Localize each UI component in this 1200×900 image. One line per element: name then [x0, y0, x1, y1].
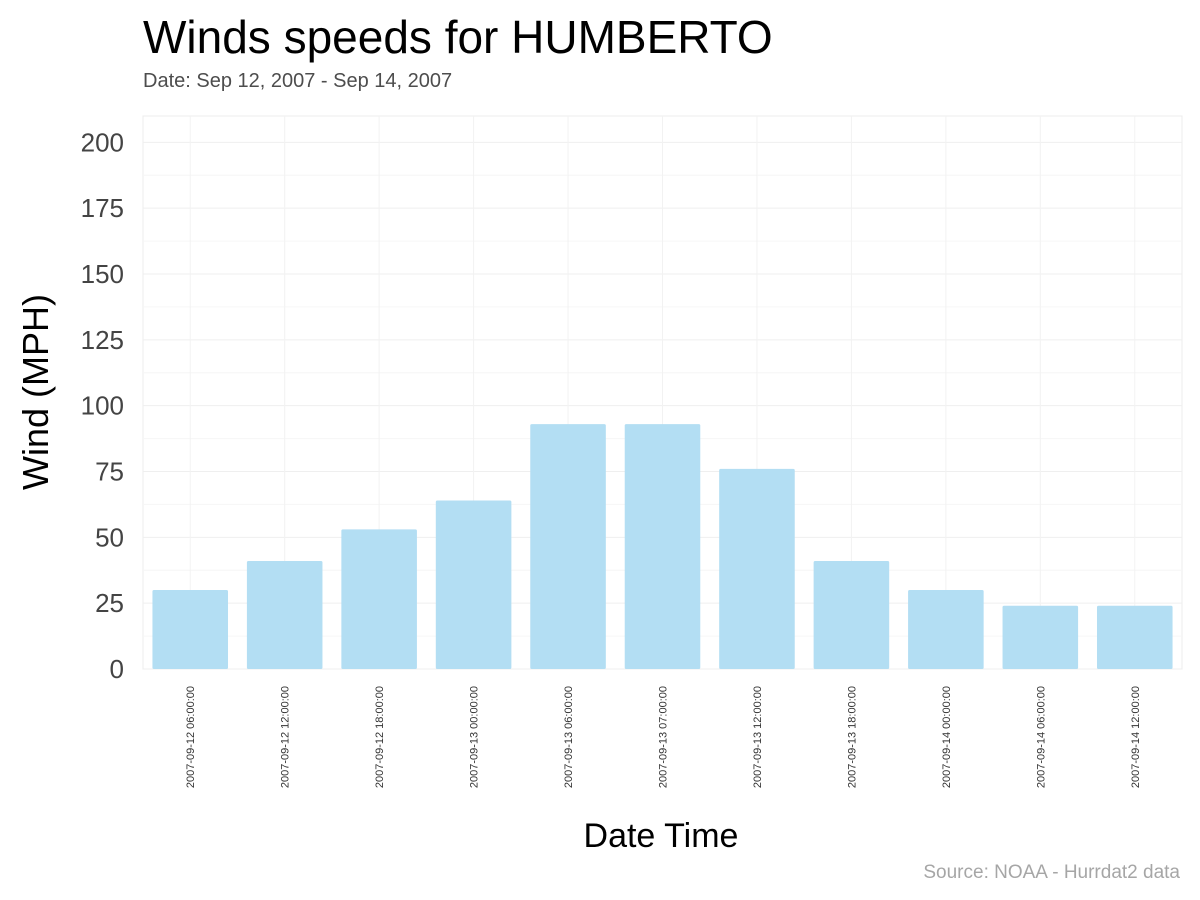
bar [813, 561, 890, 669]
x-tick-label: 2007-09-13 00:00:00 [469, 686, 481, 788]
bar [246, 561, 323, 669]
x-tick-label: 2007-09-13 18:00:00 [846, 686, 858, 788]
bar [152, 590, 229, 669]
bar [908, 590, 984, 669]
y-tick-label: 175 [81, 193, 124, 223]
y-tick-label: 0 [110, 654, 124, 684]
x-tick-labels: 2007-09-12 06:00:00 2007-09-12 12:00:00 20… [185, 686, 1142, 788]
bar [435, 500, 512, 669]
y-axis-label: Wind (MPH) [15, 294, 56, 490]
y-tick-label: 25 [95, 588, 124, 618]
chart-subtitle: Date: Sep 12, 2007 - Sep 14, 2007 [143, 70, 453, 92]
x-tick-label: 2007-09-14 12:00:00 [1130, 686, 1142, 788]
bar [719, 468, 795, 669]
x-tick-label: 2007-09-14 06:00:00 [1035, 686, 1047, 788]
source-caption: Source: NOAA - Hurrdat2 data [923, 862, 1180, 883]
x-axis-label: Date Time [584, 817, 739, 855]
y-tick-label: 50 [95, 522, 124, 552]
y-tick-labels: 0 25 50 75 100 125 150 175 200 [81, 127, 124, 684]
x-tick-label: 2007-09-14 00:00:00 [941, 686, 953, 788]
x-tick-label: 2007-09-13 07:00:00 [658, 686, 670, 788]
bar [341, 529, 417, 669]
x-tick-label: 2007-09-13 06:00:00 [563, 686, 575, 788]
bar [1002, 605, 1079, 669]
x-tick-label: 2007-09-12 06:00:00 [185, 686, 197, 788]
x-tick-label: 2007-09-12 18:00:00 [374, 686, 386, 788]
bar [624, 424, 701, 669]
x-tick-label: 2007-09-13 12:00:00 [752, 686, 764, 788]
y-tick-label: 125 [81, 325, 124, 355]
y-tick-label: 200 [81, 127, 124, 157]
x-tick-label: 2007-09-12 12:00:00 [280, 686, 292, 788]
bar [1096, 605, 1173, 669]
bar [530, 424, 606, 669]
chart-title: Winds speeds for HUMBERTO [143, 11, 773, 63]
y-tick-label: 100 [81, 391, 124, 421]
y-tick-label: 75 [95, 457, 124, 487]
bars [152, 424, 1173, 669]
y-tick-label: 150 [81, 259, 124, 289]
